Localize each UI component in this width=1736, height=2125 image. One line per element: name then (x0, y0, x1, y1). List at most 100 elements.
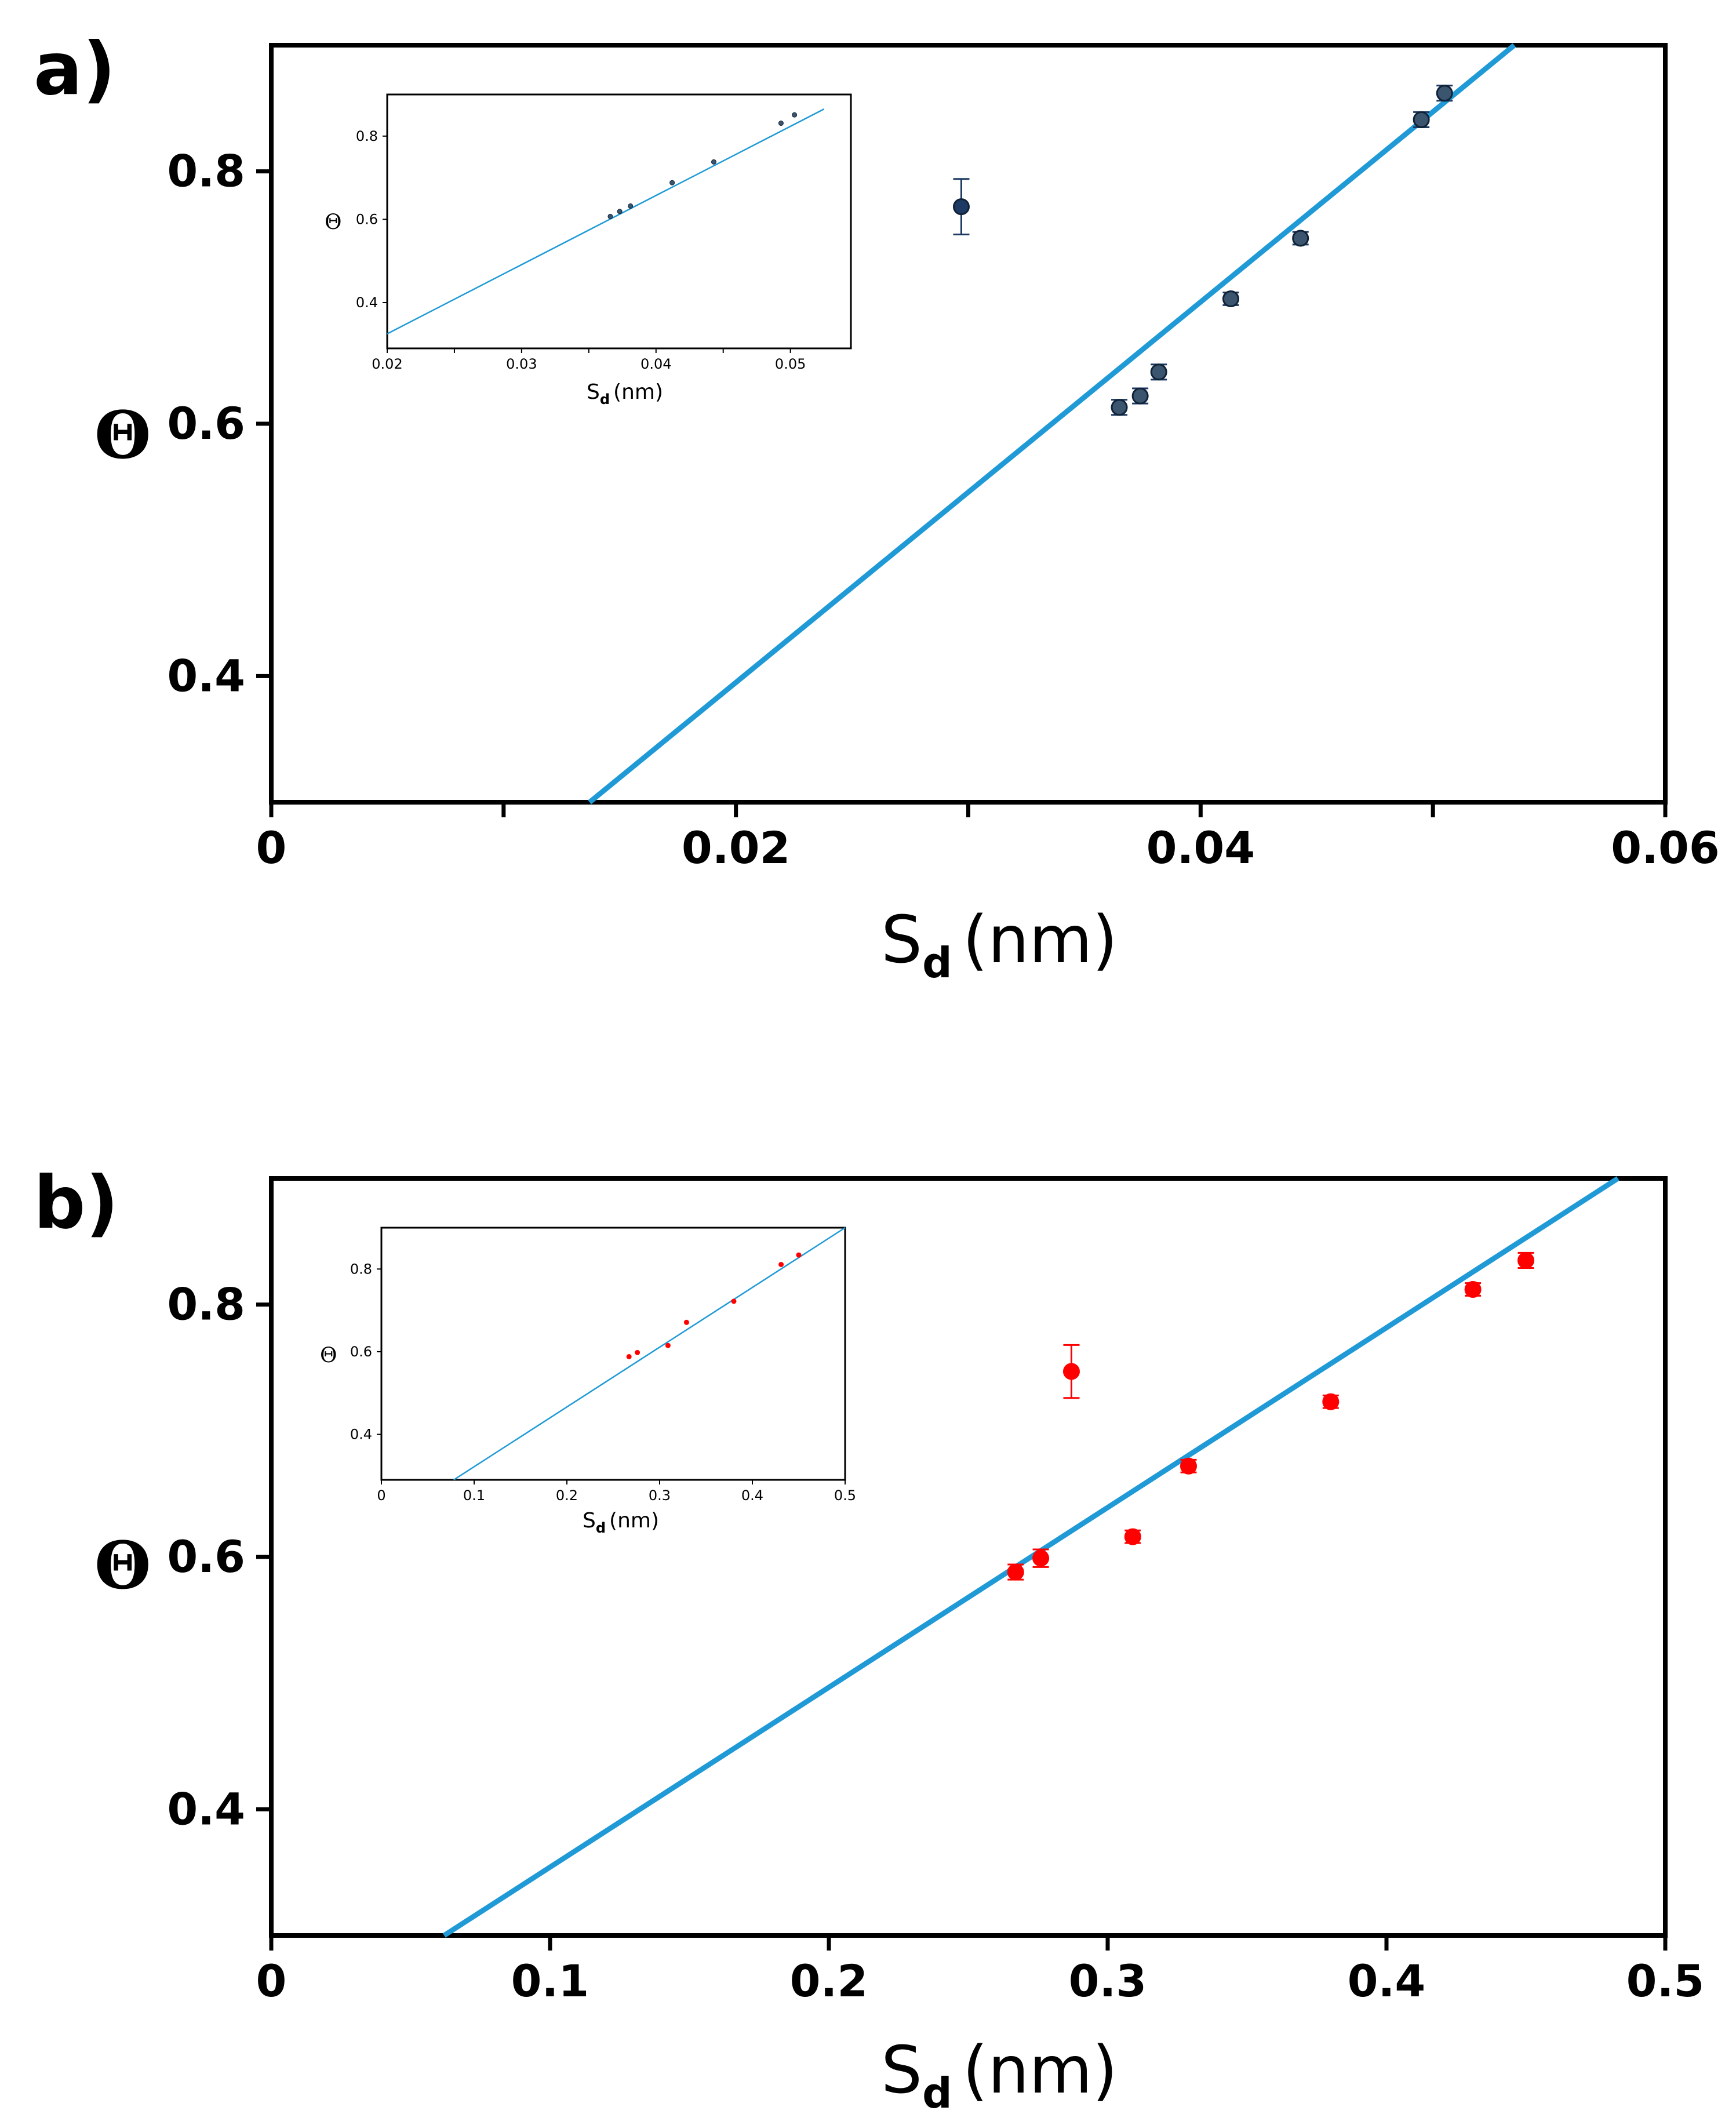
panel-b-inset-x-axis-label-main: S (583, 1509, 596, 1533)
panel-a-inset-x-tick-label: 0.03 (506, 356, 537, 372)
panel-a-y-ticks: 0.4 0.6 0.8 (167, 145, 271, 701)
panel-a-inset-x-ticks: 0.02 0.03 0.04 0.05 (372, 348, 806, 372)
panel-a-inset-data-point (711, 159, 716, 165)
panel-a-x-axis-label-main: S (881, 903, 922, 978)
panel-b-inset-points (626, 1252, 802, 1359)
panel-a-data-point (1413, 111, 1430, 128)
panel-a-y-axis-label: Θ (94, 398, 151, 474)
panel-a-x-tick-label: 0.06 (1611, 822, 1720, 874)
panel-a-inset-x-axis-label-sub: d (600, 391, 610, 407)
panel-b-data-point (1180, 1457, 1197, 1475)
panel-a-inset-x-axis-label-unit: (nm) (613, 380, 663, 404)
panel-a-data-point (1222, 290, 1239, 308)
panel-b-inset-x-tick-label: 0.1 (463, 1487, 485, 1504)
panel-a-inset-y-tick-label: 0.6 (356, 211, 378, 227)
panel-b-inset: 0 0.1 0.2 0.3 0.4 0.5 0.4 0.6 0.8 Sd (nm) Θ (320, 1227, 856, 1536)
panel-b-data-point (1007, 1563, 1024, 1581)
panel-a-inset-data-point (669, 180, 675, 185)
panel-a-inset-y-tick-label: 0.8 (356, 128, 378, 144)
panel-b-inset-x-tick-label: 0.2 (556, 1487, 578, 1504)
panel-b-inset-data-point (626, 1353, 632, 1359)
panel-a-inset-x-tick-label: 0.02 (372, 356, 402, 372)
panel-b-y-ticks: 0.4 0.6 0.8 (167, 1279, 271, 1835)
panel-b-inset-x-tick-label: 0.3 (649, 1487, 671, 1504)
panel-a-fit (588, 43, 1516, 805)
panel-b-y-tick-label: 0.8 (167, 1279, 245, 1330)
panel-b-x-axis-label-unit: (nm) (963, 2033, 1118, 2108)
panel-a-x-axis-label: Sd (nm) (881, 903, 1118, 987)
panel-b-inset-x-axis-label-unit: (nm) (609, 1509, 659, 1533)
panel-a-inset-frame (386, 93, 852, 350)
panel-b-data-point (1124, 1528, 1141, 1545)
panel-b-x-axis-label-sub: d (922, 2069, 952, 2117)
panel-a-fit-line (588, 43, 1516, 805)
panel-a-x-axis-label-sub: d (922, 938, 952, 987)
panel-b: b) 0 0.1 0.2 0.3 0.4 0.5 0.40.60.8 Sd (nm) Θ 0… (34, 1161, 1704, 2117)
panel-b-y-tick-label: 0.6 (167, 1531, 245, 1582)
panel-a-data-point (1150, 363, 1167, 381)
panel-a-y-tick-label: 0.8 (167, 145, 245, 197)
panel-b-x-axis-label: Sd (nm) (881, 2033, 1118, 2117)
panel-b-inset-x-tick-label: 0 (377, 1487, 385, 1504)
panel-a-inset-y-axis-label: Θ (325, 210, 342, 234)
panel-a-label: a) (34, 27, 115, 111)
panel-b-x-axis-label-main: S (881, 2033, 922, 2108)
panel-a-inset-x-axis-label: Sd (nm) (587, 380, 663, 407)
panel-a-inset-y-tick-label: 0.4 (356, 294, 378, 311)
panel-b-inset-x-ticks: 0 0.1 0.2 0.3 0.4 0.5 (377, 1480, 856, 1504)
panel-a: a) 0 0.02 0.04 0.06 0.40.60.8 Sd (nm) Θ 0.02… (34, 27, 1720, 987)
panel-b-data-point (1322, 1393, 1340, 1410)
panel-b-inset-frame (380, 1227, 846, 1481)
panel-b-inset-data-point (731, 1298, 737, 1304)
panel-b-points (1007, 1251, 1534, 1581)
panel-b-inset-y-tick-label: 0.8 (350, 1261, 372, 1277)
panel-a-inset-data-point (778, 121, 784, 126)
panel-b-inset-y-tick-label: 0.4 (350, 1427, 372, 1443)
panel-b-inset-y-axis-label: Θ (320, 1344, 337, 1367)
panel-a-x-tick-label: 0.04 (1147, 822, 1255, 874)
panel-a-y-tick-label: 0.4 (167, 650, 245, 701)
panel-b-data-point (1062, 1363, 1080, 1380)
panel-b-inset-x-tick-label: 0.4 (741, 1487, 763, 1504)
panel-b-inset-data-point (778, 1261, 784, 1267)
panel-b-inset-data-point (683, 1319, 689, 1325)
panel-b-inset-data-point (635, 1349, 640, 1355)
panel-b-inset-x-tick-label: 0.5 (834, 1487, 856, 1504)
panel-b-inset-y-ticks: 0.4 0.6 0.8 (350, 1261, 381, 1443)
panel-a-data-point (952, 198, 970, 216)
panel-a-inset-fit-line (387, 108, 825, 334)
panel-b-y-axis-label: Θ (94, 1528, 151, 1604)
panel-a-inset-data-point (792, 112, 798, 118)
panel-b-fit (442, 1176, 1619, 1938)
panel-a-x-tick-label: 0.02 (682, 822, 791, 874)
panel-a-inset-data-point (628, 203, 634, 209)
panel-b-x-tick-label: 0.4 (1348, 1955, 1426, 2007)
panel-b-x-ticks: 0 0.1 0.2 0.3 0.4 0.5 (256, 1935, 1705, 2007)
panel-b-data-point (1032, 1549, 1050, 1567)
panel-a-data-point (1111, 399, 1128, 416)
panel-a-data-point (1131, 387, 1149, 405)
panel-b-inset-x-axis-label: Sd (nm) (583, 1509, 659, 1536)
panel-b-fit-line (442, 1176, 1619, 1938)
panel-a-data-point (1436, 85, 1453, 102)
panel-a-inset: 0.02 0.03 0.04 0.05 0.4 0.6 0.8 Sd (nm) Θ (325, 93, 852, 407)
panel-b-x-tick-label: 0.5 (1626, 1955, 1705, 2007)
panel-b-x-tick-label: 0 (256, 1955, 287, 2007)
panel-b-x-tick-label: 0.2 (790, 1955, 868, 2007)
panel-a-inset-y-ticks: 0.4 0.6 0.8 (356, 128, 387, 311)
panel-b-data-point (1517, 1251, 1534, 1269)
panel-a-inset-fit (387, 108, 825, 334)
panel-b-x-tick-label: 0.1 (511, 1955, 589, 2007)
panel-b-label: b) (34, 1161, 119, 1245)
panel-a-inset-x-tick-label: 0.05 (775, 356, 806, 372)
panel-a-inset-data-point (617, 209, 623, 214)
panel-a-x-ticks: 0 0.02 0.04 0.06 (256, 802, 1720, 874)
panel-a-inset-data-point (607, 213, 613, 219)
panel-b-inset-data-point (665, 1342, 671, 1348)
panel-b-inset-data-point (796, 1252, 802, 1258)
panel-a-y-tick-label: 0.6 (167, 398, 245, 449)
panel-a-inset-points (607, 112, 798, 219)
panel-b-x-tick-label: 0.3 (1069, 1955, 1147, 2007)
panel-a-inset-x-tick-label: 0.04 (640, 356, 671, 372)
